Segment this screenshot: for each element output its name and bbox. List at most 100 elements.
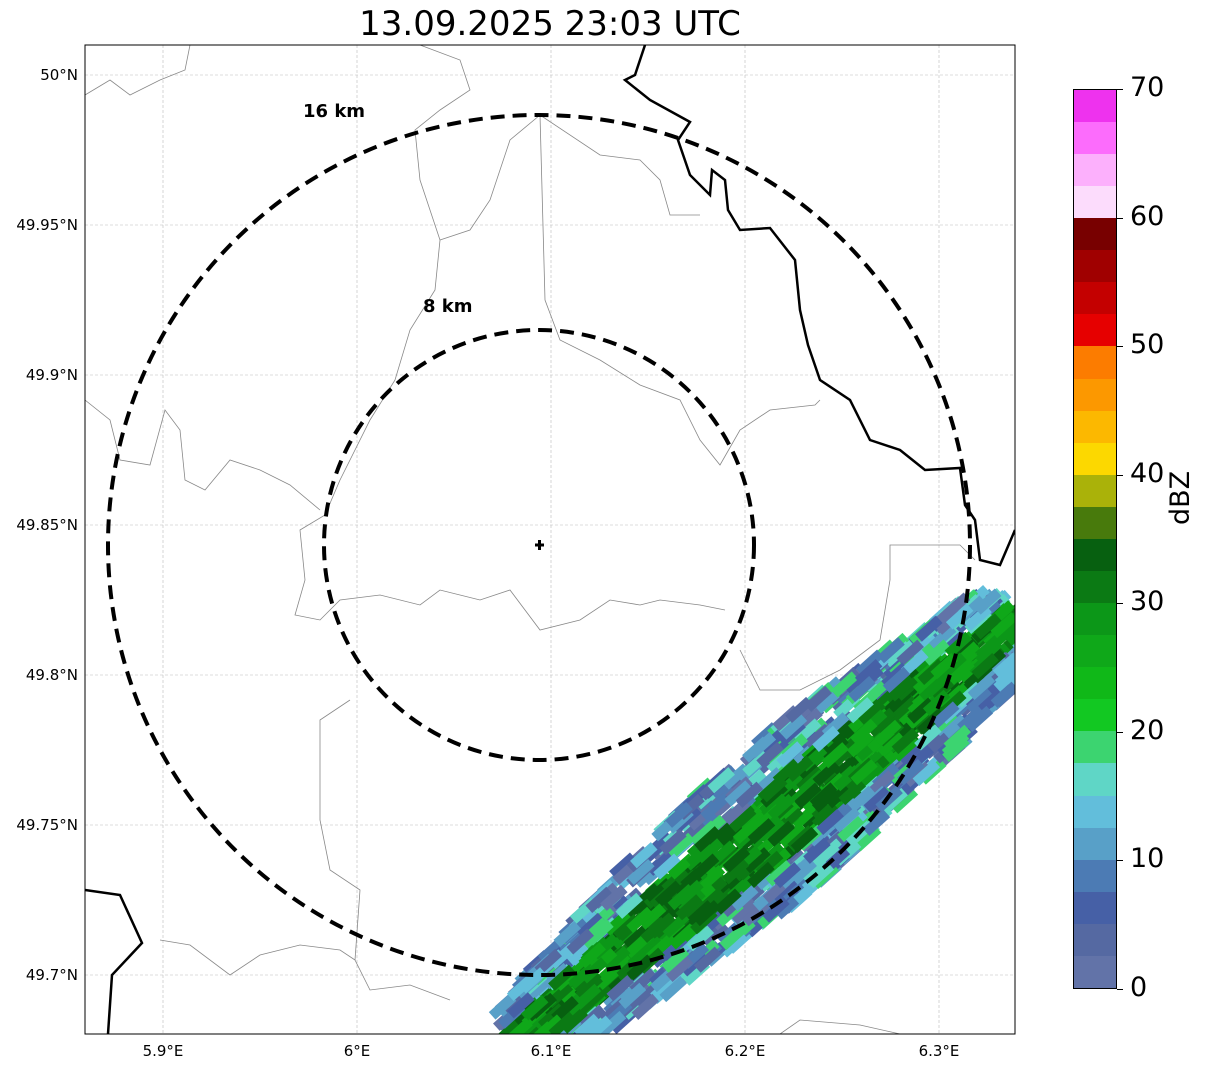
lat-tick-label: 49.85°N: [16, 516, 78, 534]
echo-cell: [618, 982, 647, 1009]
echo-cell: [630, 842, 658, 869]
colorbar-bin: [1074, 603, 1116, 636]
echo-cell: [661, 946, 690, 973]
echo-cell: [849, 718, 878, 745]
colorbar-bin: [1074, 218, 1116, 251]
echo-cell: [900, 649, 929, 677]
echo-cell: [891, 727, 920, 755]
echo-cell: [942, 735, 970, 762]
echo-cell: [778, 822, 807, 849]
echo-cell: [973, 613, 1002, 640]
echo-cell: [626, 906, 654, 933]
colorbar-bin: [1074, 795, 1116, 828]
echo-cell: [897, 758, 925, 786]
echo-cell: [728, 806, 757, 833]
echo-cell: [812, 841, 840, 869]
echo-cell: [890, 787, 919, 814]
echo-cell: [923, 671, 952, 698]
echo-cell: [513, 1024, 542, 1034]
echo-cell: [932, 701, 960, 728]
echo-cell: [551, 995, 579, 1023]
echo-cell: [1012, 626, 1015, 654]
echo-cell: [812, 689, 840, 716]
echo-cell: [654, 880, 683, 907]
echo-cell: [821, 742, 849, 769]
echo-cell: [890, 695, 918, 722]
echo-cell: [722, 846, 751, 873]
lat-tick-label: 49.75°N: [16, 816, 78, 834]
echo-cell: [638, 903, 667, 930]
echo-cell: [548, 964, 576, 991]
colorbar-bin: [1074, 474, 1116, 507]
echo-cell: [791, 803, 819, 830]
echo-cell: [747, 861, 775, 888]
echo-cell: [964, 604, 992, 631]
colorbar-bin: [1074, 923, 1116, 956]
echo-cell: [947, 658, 975, 685]
echo-cell: [730, 898, 759, 925]
echo-cell: [847, 785, 876, 812]
echo-cell: [922, 639, 951, 666]
echo-cell: [984, 627, 1013, 654]
echo-cell: [863, 786, 892, 813]
echo-cell: [584, 1015, 613, 1034]
echo-cell: [505, 1017, 533, 1034]
echo-cell: [825, 782, 853, 809]
echo-cell: [928, 624, 957, 651]
echo-cell: [697, 865, 726, 892]
echo-cell: [806, 862, 835, 889]
echo-cell: [534, 948, 562, 975]
echo-cell: [965, 687, 994, 715]
echo-cell: [627, 941, 656, 969]
echo-cell: [722, 763, 750, 790]
echo-cell: [659, 828, 687, 856]
municipal-borders: [85, 45, 976, 1034]
range-ring-label-16km: 16 km: [303, 101, 365, 122]
echo-cell: [748, 732, 777, 759]
echo-cell: [812, 760, 841, 787]
echo-cell: [659, 975, 687, 1003]
echo-cell: [856, 761, 884, 789]
echo-cell: [573, 983, 602, 1010]
echo-cell: [585, 886, 614, 913]
echo-cell: [811, 802, 840, 829]
colorbar-label: dBZ: [1165, 470, 1196, 525]
lat-tick-label: 49.9°N: [25, 366, 78, 384]
echo-cell: [939, 714, 968, 741]
colorbar-bin: [1074, 763, 1116, 796]
colorbar-bin: [1074, 153, 1116, 187]
echo-cell: [732, 817, 761, 845]
echo-cell: [623, 923, 651, 950]
colorbar-bin: [1074, 538, 1116, 571]
colorbar-bin: [1074, 346, 1116, 379]
echo-cell: [609, 852, 637, 879]
echo-cell: [838, 779, 867, 806]
colorbar-bin: [1074, 570, 1116, 604]
echo-cell: [606, 975, 634, 1002]
plot-frame: [84, 44, 1016, 1035]
echo-cell: [874, 719, 902, 746]
echo-cell: [779, 713, 808, 740]
echo-cell: [548, 1011, 577, 1034]
echo-cell: [735, 781, 764, 808]
colorbar-tick-label: 10: [1130, 843, 1165, 875]
echo-cell: [856, 649, 884, 676]
echo-cell: [785, 696, 813, 724]
gridlines: [85, 45, 1015, 1034]
colorbar-tick-label: 0: [1130, 972, 1148, 1003]
echo-cell: [930, 653, 958, 680]
colorbar-bin: [1074, 859, 1116, 892]
colorbar-bin: [1074, 699, 1116, 732]
echo-cell: [772, 758, 801, 785]
echo-cell: [903, 760, 932, 788]
colorbar-bin: [1074, 731, 1116, 764]
echo-cell: [877, 637, 905, 664]
echo-cell: [892, 735, 920, 762]
echo-cell: [756, 741, 784, 768]
echo-cell: [669, 923, 697, 950]
echo-cell: [693, 826, 722, 853]
echo-cell: [877, 731, 905, 758]
echo-cell: [519, 967, 547, 994]
echo-cell: [776, 741, 804, 768]
echo-cell: [853, 825, 882, 852]
